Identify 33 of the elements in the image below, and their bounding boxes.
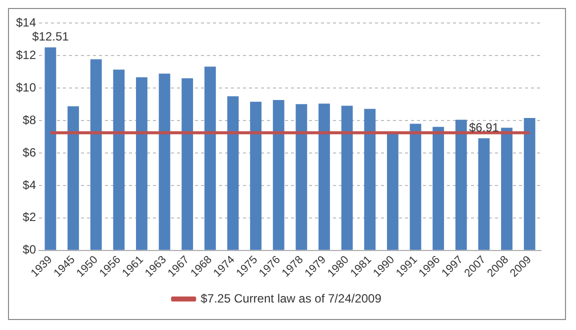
bar <box>341 106 353 250</box>
bar <box>227 96 239 250</box>
bar <box>296 104 308 250</box>
bar <box>410 124 422 250</box>
bar <box>68 106 79 250</box>
bar <box>501 128 512 250</box>
y-tick-label: $10 <box>16 80 36 94</box>
y-tick-label: $14 <box>16 16 36 30</box>
bar <box>158 74 170 250</box>
legend-label: $7.25 Current law as of 7/24/2009 <box>200 291 382 306</box>
y-tick-label: $0 <box>22 242 36 257</box>
bar <box>136 77 148 250</box>
bar <box>524 118 536 250</box>
y-tick-label: $6 <box>22 145 36 160</box>
y-tick-label: $4 <box>22 178 36 192</box>
bar <box>455 120 467 250</box>
bar <box>250 102 262 250</box>
bar <box>364 108 376 250</box>
data-label: $6.91 <box>468 120 500 135</box>
bar <box>272 100 284 250</box>
bar <box>478 138 490 250</box>
bar <box>90 59 102 250</box>
bar <box>386 134 398 250</box>
y-tick-label: $2 <box>22 210 36 224</box>
bar <box>204 66 216 250</box>
y-tick-label: $12 <box>16 48 36 62</box>
bar <box>318 104 330 250</box>
bar <box>113 70 125 250</box>
bar <box>432 126 444 250</box>
bar <box>44 47 56 250</box>
y-tick-label: $8 <box>22 112 36 127</box>
data-label: $12.51 <box>32 30 70 44</box>
bar <box>182 78 194 250</box>
